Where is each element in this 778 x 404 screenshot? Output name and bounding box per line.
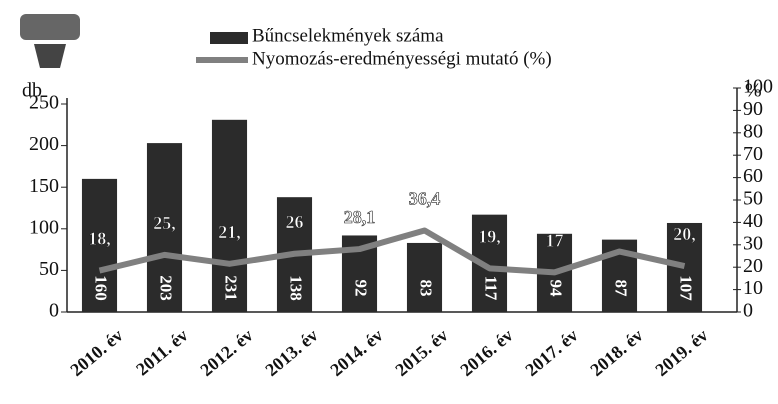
bar [81,178,118,312]
y2-axis-label: % [745,80,762,102]
line-value-label: 20, [673,224,696,244]
logo [20,14,80,40]
line-value-label: 17 [546,230,564,250]
x-tick-label: 2014. év [326,325,386,380]
bar-value-label: 138 [287,275,306,301]
y2-tick-label: 90 [743,98,763,120]
line-value-label: 19, [478,226,501,246]
y2-tick-label: 100 [743,76,773,98]
bar-value-label: 117 [482,276,501,301]
y-tick-label: 0 [49,300,59,322]
legend-swatch-bar [210,32,248,44]
y-tick-label: 200 [29,133,59,155]
y-tick-label: 100 [29,216,59,238]
x-tick-label: 2018. év [586,325,646,380]
line-value-label: 36,4 [409,189,441,209]
line-value-label: 28,1 [344,207,376,227]
bar-value-label: 87 [612,280,631,298]
x-tick-label: 2013. év [261,325,321,380]
bar-value-label: 231 [222,275,241,301]
y-axis-label: db [22,80,42,102]
y-tick-label: 150 [29,175,59,197]
y2-tick-label: 80 [743,120,763,142]
x-tick-label: 2017. év [521,325,581,380]
x-tick-label: 2015. év [391,325,451,380]
bar-value-label: 107 [677,275,696,301]
y2-tick-label: 30 [743,232,763,254]
line [98,227,686,276]
line-value-label: 25, [153,213,176,233]
y-tick-label: 250 [29,92,59,114]
legend-label: Nyomozás-eredményességi mutató (%) [252,48,552,69]
y2-tick-label: 50 [743,188,763,210]
legend-label: Bűncselekmények száma [252,25,444,46]
bar [211,119,248,312]
y-tick-label: 50 [39,258,59,280]
line-value-label: 26 [286,212,304,232]
x-tick-label: 2016. év [456,325,516,380]
y2-tick-label: 70 [743,143,763,165]
line-value-label: 21, [218,222,241,242]
bar-value-label: 203 [157,275,176,301]
bar-value-label: 160 [92,275,111,301]
x-tick-label: 2011. év [132,325,192,380]
y2-tick-label: 20 [743,255,763,277]
y2-tick-label: 40 [743,210,763,232]
bar [666,222,703,312]
bar [406,242,443,312]
y2-tick-label: 60 [743,165,763,187]
bar [146,143,183,312]
line-value-label: 18, [88,229,111,249]
bar-value-label: 94 [547,280,566,298]
y2-tick-label: 10 [743,277,763,299]
x-tick-label: 2012. év [196,325,256,380]
x-tick-label: 2010. év [66,325,126,380]
logo-shield [34,44,66,68]
bar-value-label: 83 [417,280,436,297]
bar-value-label: 92 [352,280,371,297]
x-tick-label: 2019. év [651,325,711,380]
y2-tick-label: 0 [743,300,753,322]
